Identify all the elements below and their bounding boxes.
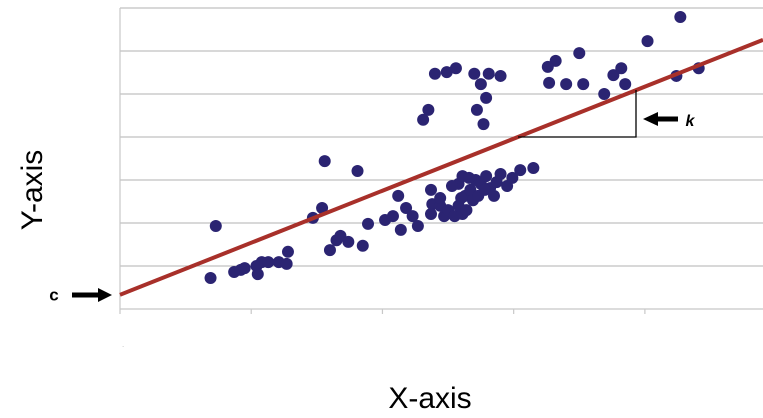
point (351, 164, 364, 177)
point (641, 35, 654, 48)
point (560, 78, 573, 91)
point (445, 180, 458, 193)
point (406, 210, 419, 223)
point (280, 257, 293, 270)
point (422, 103, 435, 116)
point (386, 210, 399, 223)
point (394, 223, 407, 236)
point (478, 183, 491, 196)
point (449, 62, 462, 75)
point (318, 155, 331, 168)
point (455, 192, 468, 205)
point (316, 201, 329, 214)
point (468, 67, 481, 80)
point (514, 164, 527, 177)
arrow (72, 288, 112, 302)
annotation: k (686, 113, 696, 130)
point (440, 66, 453, 79)
point (527, 161, 540, 174)
point (607, 69, 620, 82)
point (463, 171, 476, 184)
arrow (643, 112, 678, 126)
point (480, 170, 493, 183)
point (494, 69, 507, 82)
point (487, 189, 500, 202)
point (506, 171, 519, 184)
y-axis-label: Y-axis (16, 150, 49, 231)
point (573, 47, 586, 60)
point (323, 244, 336, 257)
slope-triangle (518, 90, 637, 138)
point (342, 235, 355, 248)
point (251, 268, 264, 281)
point (477, 118, 490, 131)
point (474, 78, 487, 91)
point (615, 62, 628, 75)
point (281, 245, 294, 258)
annotation: c (49, 285, 58, 304)
point (392, 189, 405, 202)
point (482, 67, 495, 80)
point (262, 256, 275, 269)
point (674, 11, 687, 24)
point (238, 262, 251, 275)
x-axis-label: X-axis (388, 382, 471, 415)
point (480, 91, 493, 104)
point (470, 103, 483, 116)
point (460, 204, 473, 217)
point (434, 192, 447, 205)
point (428, 67, 441, 80)
point (411, 220, 424, 233)
point (494, 167, 507, 180)
point (425, 183, 438, 196)
point (577, 78, 590, 91)
dot: . (122, 340, 124, 349)
point (619, 78, 632, 91)
point (543, 76, 556, 89)
point (400, 201, 413, 214)
point (541, 60, 554, 73)
point (417, 113, 430, 126)
trend-line (119, 37, 763, 297)
point (356, 239, 369, 252)
point (598, 88, 611, 100)
point (209, 220, 222, 233)
point (362, 217, 375, 230)
point (204, 272, 217, 285)
point (425, 207, 438, 220)
